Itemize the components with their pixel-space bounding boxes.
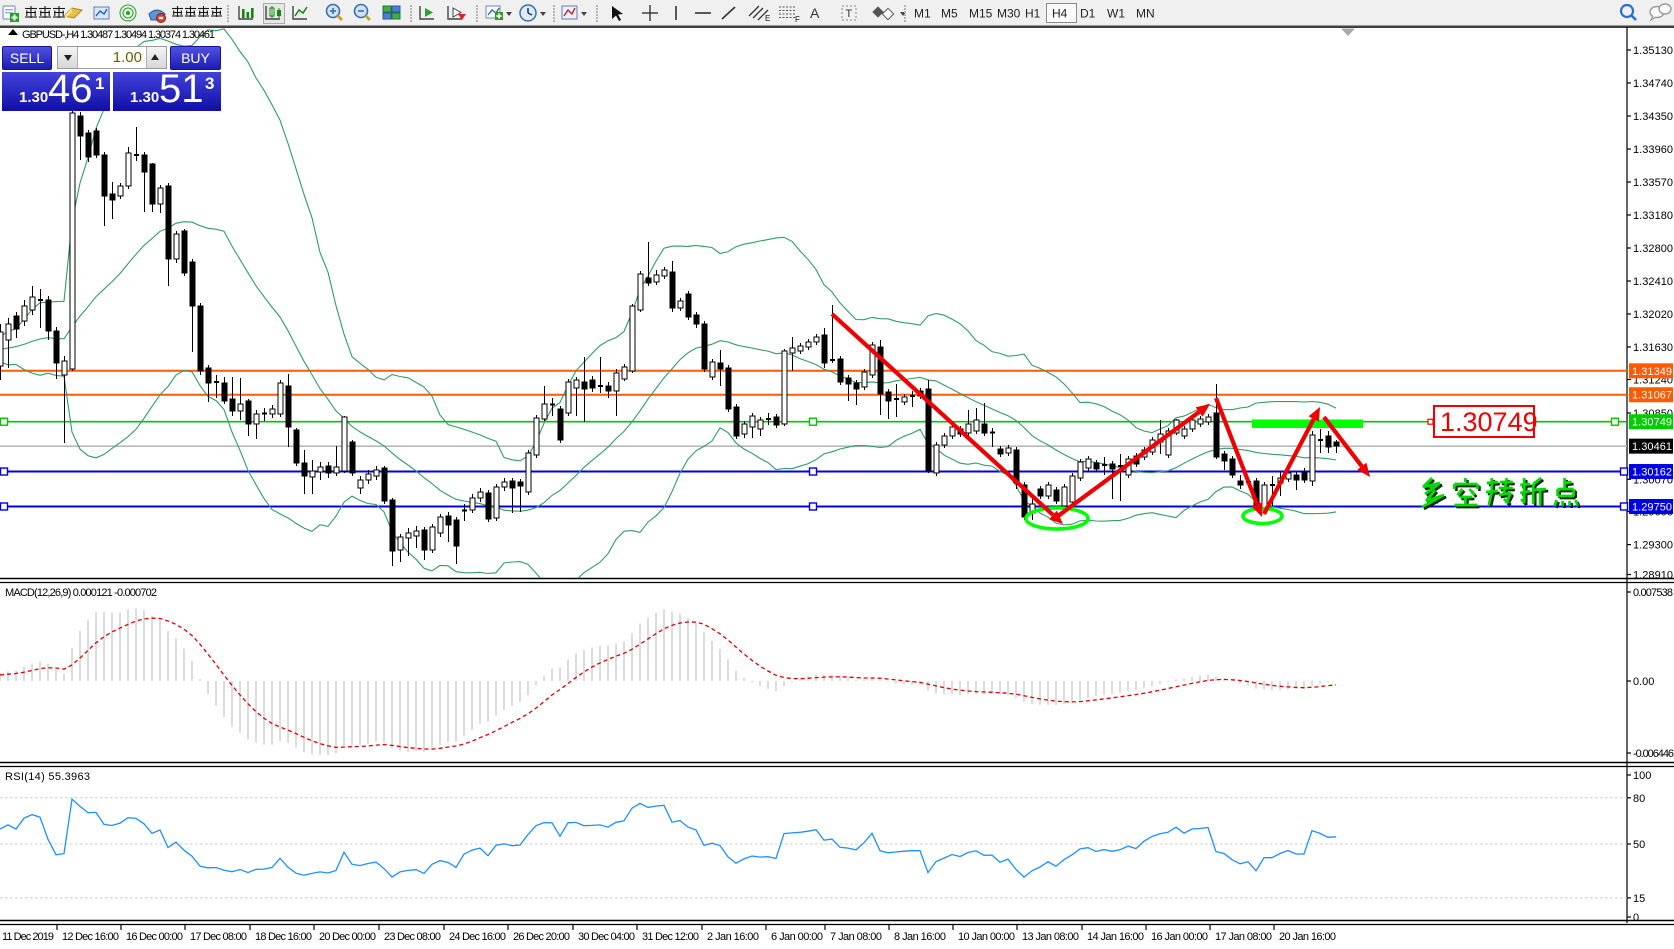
svg-text:T: T	[846, 8, 853, 20]
svg-text:7 Jan 08:00: 7 Jan 08:00	[830, 931, 882, 943]
svg-text:23 Dec 08:00: 23 Dec 08:00	[384, 931, 441, 943]
svg-text:1.35130: 1.35130	[1633, 45, 1673, 57]
svg-text:17 Jan 08:00: 17 Jan 08:00	[1215, 931, 1272, 943]
svg-text:12 Dec 16:00: 12 Dec 16:00	[62, 931, 119, 943]
svg-text:1.28910: 1.28910	[1633, 570, 1673, 582]
svg-text:MACD(12,26,9) 0.000121 -0.0007: MACD(12,26,9) 0.000121 -0.000702	[5, 587, 157, 599]
svg-text:H1: H1	[1025, 7, 1041, 21]
svg-text:D1: D1	[1080, 7, 1096, 21]
svg-text:100: 100	[1633, 770, 1651, 782]
svg-text:2 Jan 16:00: 2 Jan 16:00	[707, 931, 759, 943]
svg-text:1.33180: 1.33180	[1633, 210, 1673, 222]
svg-text:26 Dec 20:00: 26 Dec 20:00	[513, 931, 570, 943]
svg-text:80: 80	[1633, 793, 1645, 805]
svg-text:0.00: 0.00	[1633, 676, 1654, 688]
svg-text:50: 50	[1633, 839, 1645, 851]
svg-text:1.29750: 1.29750	[1632, 501, 1672, 513]
svg-text:GBPUSD-,H4 1.30487 1.30494 1.: GBPUSD-,H4 1.30487 1.30494 1.30374 1.304…	[22, 29, 215, 41]
svg-text:17 Dec 08:00: 17 Dec 08:00	[190, 931, 247, 943]
svg-text:14 Jan 16:00: 14 Jan 16:00	[1087, 931, 1144, 943]
svg-text:1.33570: 1.33570	[1633, 177, 1673, 189]
svg-text:1.34740: 1.34740	[1633, 78, 1673, 90]
svg-text:30 Dec 04:00: 30 Dec 04:00	[578, 931, 635, 943]
svg-text:0: 0	[1633, 912, 1639, 924]
svg-text:1.34350: 1.34350	[1633, 111, 1673, 123]
svg-text:MN: MN	[1136, 7, 1155, 21]
svg-text:1.31630: 1.31630	[1633, 342, 1673, 354]
svg-text:6 Jan 00:00: 6 Jan 00:00	[771, 931, 823, 943]
svg-text:1.32020: 1.32020	[1633, 309, 1673, 321]
svg-text:1.30461: 1.30461	[1632, 441, 1672, 453]
svg-text:1.29300: 1.29300	[1633, 540, 1673, 552]
svg-text:1.31349: 1.31349	[1632, 366, 1672, 378]
svg-text:1.31067: 1.31067	[1632, 390, 1672, 402]
svg-text:A: A	[810, 5, 820, 21]
svg-text:M5: M5	[941, 7, 958, 21]
svg-text:H4: H4	[1052, 7, 1068, 21]
svg-text:13 Jan 08:00: 13 Jan 08:00	[1022, 931, 1079, 943]
svg-text:1.32410: 1.32410	[1633, 276, 1673, 288]
svg-text:18 Dec 16:00: 18 Dec 16:00	[255, 931, 312, 943]
svg-text:1.33960: 1.33960	[1633, 144, 1673, 156]
svg-text:16 Dec 00:00: 16 Dec 00:00	[126, 931, 183, 943]
svg-text:1.30162: 1.30162	[1632, 467, 1672, 479]
svg-text:E: E	[765, 14, 770, 23]
svg-text:1.30749: 1.30749	[1440, 407, 1538, 437]
svg-text:0.007538: 0.007538	[1633, 587, 1673, 599]
svg-text:1.32800: 1.32800	[1633, 243, 1673, 255]
svg-text:F: F	[795, 15, 800, 24]
svg-text:8 Jan 16:00: 8 Jan 16:00	[894, 931, 946, 943]
svg-text:24 Dec 16:00: 24 Dec 16:00	[449, 931, 506, 943]
svg-text:11 Dec 2019: 11 Dec 2019	[2, 931, 54, 943]
svg-text:W1: W1	[1107, 7, 1125, 21]
svg-text:RSI(14) 55.3963: RSI(14) 55.3963	[5, 771, 90, 783]
svg-text:-0.006446: -0.006446	[1633, 748, 1674, 760]
svg-text:16 Jan 00:00: 16 Jan 00:00	[1151, 931, 1208, 943]
svg-text:20 Dec 00:00: 20 Dec 00:00	[319, 931, 376, 943]
svg-text:1.30749: 1.30749	[1632, 417, 1672, 429]
svg-text:M15: M15	[969, 7, 993, 21]
svg-text:20 Jan 16:00: 20 Jan 16:00	[1279, 931, 1336, 943]
svg-text:M1: M1	[914, 7, 931, 21]
svg-text:15: 15	[1633, 893, 1645, 905]
svg-text:M30: M30	[997, 7, 1021, 21]
svg-text:10 Jan 00:00: 10 Jan 00:00	[958, 931, 1015, 943]
svg-text:31 Dec 12:00: 31 Dec 12:00	[642, 931, 699, 943]
